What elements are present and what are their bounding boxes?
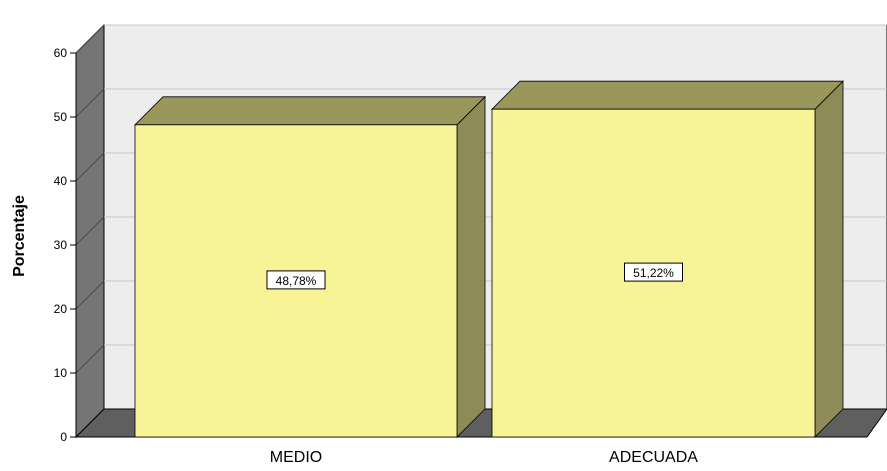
- bar-side: [814, 80, 844, 438]
- x-category-label: ADECUADA: [609, 449, 698, 466]
- y-tick-label: 60: [54, 46, 68, 60]
- y-tick-label: 10: [54, 366, 68, 380]
- gridline-side: [75, 152, 105, 182]
- y-axis: 0 10 20 30 40 50 60: [54, 46, 77, 444]
- gridline-side: [75, 88, 105, 118]
- bar: [491, 80, 844, 438]
- gridline-side: [75, 280, 105, 310]
- bars-layer: [134, 80, 844, 438]
- labels-layer: 48,78% MEDIO 51,22% ADECUADA: [266, 262, 698, 466]
- bar-top: [491, 80, 844, 110]
- x-category-label: MEDIO: [270, 449, 322, 466]
- data-label: 51,22%: [633, 266, 674, 280]
- y-axis-title: Porcentaje: [11, 195, 28, 277]
- bar-side: [456, 95, 486, 438]
- gridline-side: [75, 24, 105, 54]
- bar-top: [134, 96, 486, 126]
- data-label: 48,78%: [276, 274, 317, 288]
- gridline-side: [75, 344, 105, 374]
- y-tick-label: 20: [54, 302, 68, 316]
- y-tick-label: 0: [60, 430, 67, 444]
- y-tick-label: 50: [54, 110, 68, 124]
- data-label-box: [624, 262, 683, 282]
- y-tick-label: 40: [54, 174, 68, 188]
- data-label-box: [266, 270, 326, 290]
- bar: [134, 95, 486, 438]
- gridline-side: [75, 216, 105, 246]
- y-tick-label: 30: [54, 238, 68, 252]
